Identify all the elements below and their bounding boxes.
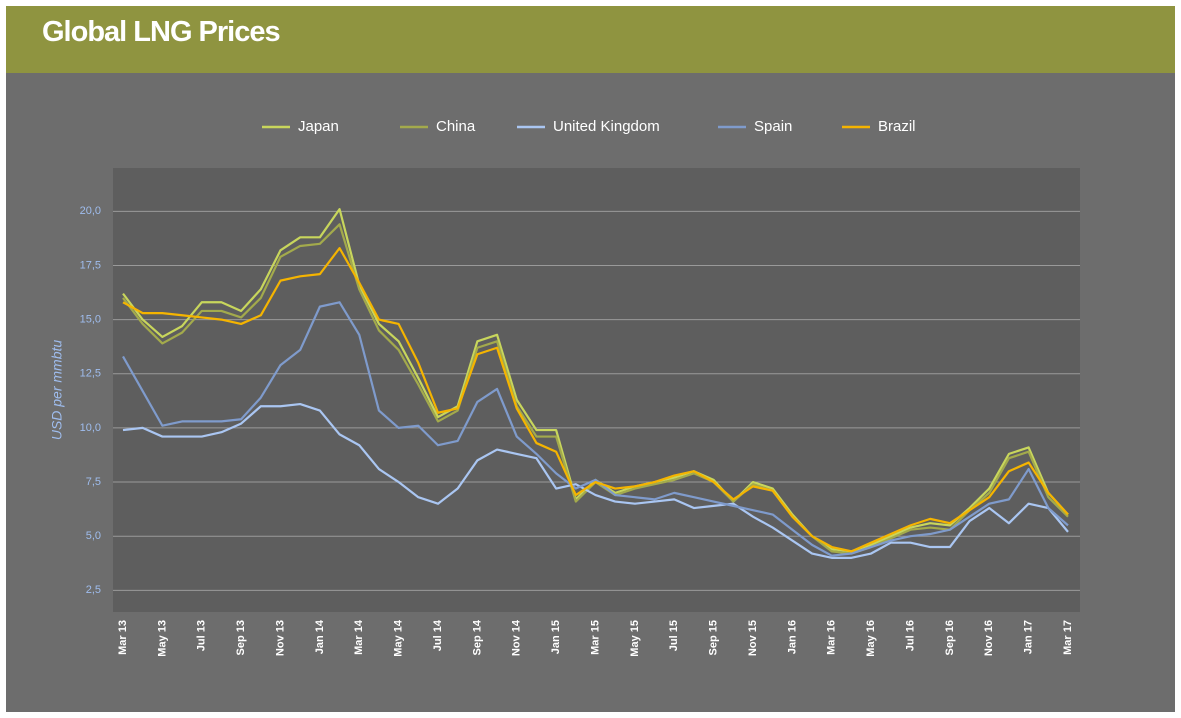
x-tick-label: Jul 13 [196,620,208,651]
legend-label: Japan [298,118,339,135]
y-tick-label: 15,0 [80,314,101,326]
x-tick-label: Sep 15 [708,620,720,655]
x-tick-label: May 15 [629,620,641,657]
x-tick-label: Nov 14 [511,619,523,656]
x-tick-label: Sep 13 [235,620,247,655]
x-tick-label: Mar 16 [826,620,838,655]
x-tick-label: Jul 15 [668,620,680,651]
y-tick-label: 2,5 [86,584,101,596]
x-tick-label: Jul 14 [432,619,444,651]
x-tick-label: Mar 13 [117,620,129,655]
y-tick-label: 5,0 [86,530,101,542]
x-tick-label: Jan 17 [1023,620,1035,654]
x-tick-label: Mar 15 [589,620,601,655]
x-tick-label: May 14 [393,619,405,657]
x-tick-label: Nov 16 [983,620,995,656]
legend-label: United Kingdom [553,118,660,135]
y-tick-label: 20,0 [80,205,101,217]
x-tick-label: May 16 [865,620,877,657]
x-tick-label: Mar 17 [1062,620,1074,655]
x-tick-label: Nov 15 [747,620,759,656]
y-axis-label: USD per mmbtu [49,340,65,441]
legend-label: Brazil [878,118,916,135]
x-tick-label: Jan 15 [550,620,562,654]
x-tick-label: May 13 [156,620,168,657]
x-tick-label: Jul 16 [904,620,916,651]
series-line [122,247,1069,553]
legend-label: China [436,118,476,135]
x-tick-label: Sep 16 [944,620,956,655]
x-tick-label: Sep 14 [471,619,483,655]
header-title: Global LNG Prices [42,16,281,48]
plot-area [113,168,1080,612]
y-tick-label: 17,5 [80,259,101,271]
y-tick-label: 12,5 [80,368,101,380]
y-tick-label: 10,0 [80,422,101,434]
series-line [122,402,1069,559]
series-line [122,301,1069,557]
y-tick-label: 7,5 [86,476,101,488]
legend-label: Spain [754,118,792,135]
x-tick-label: Jan 14 [314,619,326,654]
header: Global LNG Prices [6,6,1175,73]
x-tick-label: Nov 13 [274,620,286,656]
x-tick-label: Jan 16 [786,620,798,654]
x-tick-label: Mar 14 [353,619,365,655]
